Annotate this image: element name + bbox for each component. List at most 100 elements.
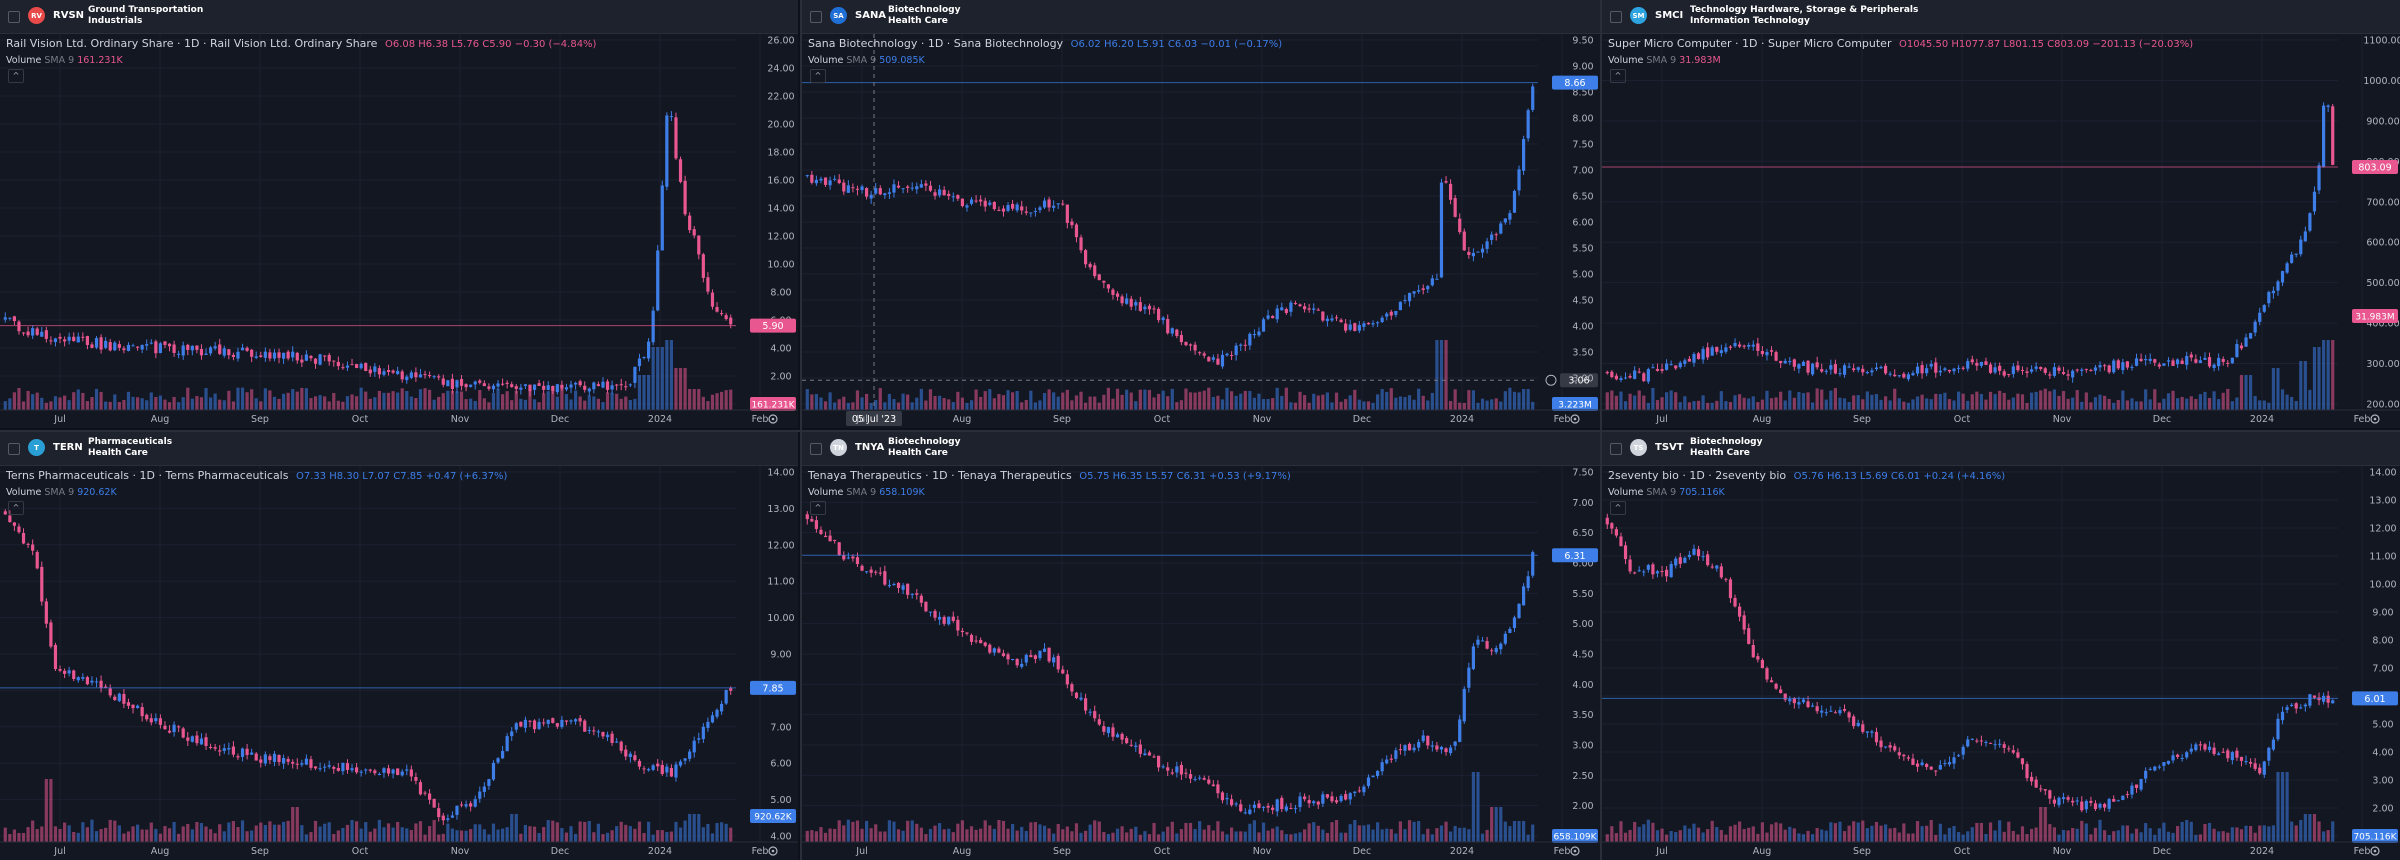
price-tick-label: 14.00 xyxy=(2369,468,2396,479)
chart-title[interactable]: Terns Pharmaceuticals · 1D · Terns Pharm… xyxy=(6,469,289,482)
panel-select-checkbox[interactable] xyxy=(1610,443,1622,455)
candle xyxy=(1216,780,1220,799)
chart-settings-icon[interactable] xyxy=(2370,414,2380,424)
collapse-legend-button[interactable]: ^ xyxy=(1610,501,1626,515)
candle xyxy=(2221,747,2225,754)
volume-bar xyxy=(1339,832,1343,842)
volume-bar xyxy=(1874,821,1879,842)
volume-bar xyxy=(1655,830,1660,842)
candle xyxy=(1637,367,1641,374)
company-logo-icon: TN xyxy=(830,439,847,456)
candle xyxy=(1756,337,1760,357)
volume-bar xyxy=(418,821,423,842)
time-axis[interactable]: Jul Aug Sep Oct Nov Dec 2024 Feb xyxy=(802,841,1600,857)
volume-bar xyxy=(2317,821,2321,842)
volume-bar xyxy=(1664,834,1669,842)
volume-label[interactable]: Volume xyxy=(1608,55,1644,66)
volume-label[interactable]: Volume xyxy=(808,55,844,66)
price-axis[interactable]: 7.507.006.506.005.505.004.504.003.503.00… xyxy=(1572,468,1593,843)
candle xyxy=(437,374,441,381)
price-chart[interactable]: 05 Jul '233.069.509.008.508.007.507.006.… xyxy=(802,0,1600,428)
volume-bar xyxy=(2093,397,2098,410)
time-axis[interactable]: Jul Aug Sep Oct Nov Dec 2024 Feb xyxy=(0,409,798,425)
volume-bar xyxy=(250,389,254,410)
chart-settings-icon[interactable] xyxy=(768,846,778,856)
volume-label[interactable]: Volume xyxy=(6,55,42,66)
collapse-legend-button[interactable]: ^ xyxy=(810,69,826,83)
candle xyxy=(2217,751,2221,756)
ticker-symbol[interactable]: SMCI xyxy=(1655,10,1684,21)
price-axis[interactable]: 1100.001000.00900.00800.00700.00600.0050… xyxy=(2363,36,2400,411)
candle xyxy=(222,743,226,755)
price-axis[interactable]: 26.0024.0022.0020.0018.0016.0014.0012.00… xyxy=(767,36,794,411)
candle xyxy=(1724,577,1728,583)
price-chart[interactable]: 14.0013.0012.0011.0010.009.008.007.006.0… xyxy=(1602,432,2400,860)
chart-settings-icon[interactable] xyxy=(1570,414,1580,424)
time-axis[interactable]: Jul Aug Sep Oct Nov Dec 2024 Feb xyxy=(802,409,1600,425)
chart-settings-icon[interactable] xyxy=(2370,846,2380,856)
time-axis[interactable]: Jul Aug Sep Oct Nov Dec 2024 Feb xyxy=(1602,409,2400,425)
chart-panel-rvsn[interactable]: 26.00 24.00 22.00 20.00 18.00 16.00 14.00 12.00… xyxy=(0,0,798,428)
volume-bar xyxy=(810,394,814,410)
collapse-legend-button[interactable]: ^ xyxy=(810,501,826,515)
candle xyxy=(706,717,710,732)
chart-panel-sana[interactable]: 05 Jul '23 3.06 9.50 9.00 8.50 8.00 7.50 7.00 6.… xyxy=(802,0,1600,428)
price-tick-label: 20.00 xyxy=(767,120,794,131)
price-axis[interactable]: 14.0013.0012.0011.0010.009.008.007.006.0… xyxy=(767,468,794,843)
candle xyxy=(469,384,473,388)
panel-divider[interactable] xyxy=(0,430,2400,432)
chart-settings-icon[interactable] xyxy=(768,414,778,424)
chart-settings-icon[interactable] xyxy=(1570,846,1580,856)
collapse-legend-button[interactable]: ^ xyxy=(8,69,24,83)
panel-select-checkbox[interactable] xyxy=(810,443,822,455)
volume-label[interactable]: Volume xyxy=(808,487,844,498)
panel-select-checkbox[interactable] xyxy=(8,443,20,455)
candle xyxy=(1421,730,1425,744)
time-tick-label: Nov xyxy=(2053,414,2072,425)
volume-bar xyxy=(2034,827,2038,842)
panel-select-checkbox[interactable] xyxy=(1610,11,1622,23)
candle xyxy=(1170,327,1174,337)
volume-bar xyxy=(1623,832,1628,842)
panel-select-checkbox[interactable] xyxy=(810,11,822,23)
ticker-symbol[interactable]: SANA xyxy=(855,10,887,21)
chart-title[interactable]: 2seventy bio · 1D · 2seventy bio xyxy=(1608,469,1787,482)
chart-panel-tern[interactable]: 14.0013.0012.0011.0010.009.008.007.006.0… xyxy=(0,432,798,860)
price-chart[interactable]: 7.507.006.506.005.505.004.504.003.503.00… xyxy=(802,432,1600,860)
chart-panel-tnya[interactable]: 7.50 7.00 6.50 6.00 5.50 5.00 4.50 4.00 3.50 3.00… xyxy=(802,432,1600,860)
chart-title[interactable]: Sana Biotechnology · 1D · Sana Biotechno… xyxy=(808,37,1064,50)
price-chart[interactable]: 1100.001000.00900.00800.00700.00600.0050… xyxy=(1602,0,2400,428)
price-chart[interactable]: 26.0024.0022.0020.0018.0016.0014.0012.00… xyxy=(0,0,798,428)
volume-bar xyxy=(1321,829,1325,842)
svg-text:705.116K: 705.116K xyxy=(2353,833,2397,843)
ticker-symbol[interactable]: RVSN xyxy=(53,10,85,21)
time-axis[interactable]: Jul Aug Sep Oct Nov Dec 2024 Feb xyxy=(0,841,798,857)
candle xyxy=(1275,304,1279,323)
chart-panel-tsvt[interactable]: 14.0013.0012.0011.0010.009.008.007.006.0… xyxy=(1602,432,2400,860)
volume-bar xyxy=(1129,828,1133,842)
candle xyxy=(1202,775,1206,781)
price-chart[interactable]: 14.0013.0012.0011.0010.009.008.007.006.0… xyxy=(0,432,798,860)
chart-title[interactable]: Tenaya Therapeutics · 1D · Tenaya Therap… xyxy=(808,469,1072,482)
volume-label[interactable]: Volume xyxy=(6,487,42,498)
chart-title[interactable]: Super Micro Computer · 1D · Super Micro … xyxy=(1608,37,1892,50)
chart-panel-smci[interactable]: 1100.001000.00900.00800.00700.00600.0050… xyxy=(1602,0,2400,428)
time-axis[interactable]: Jul Aug Sep Oct Nov Dec 2024 Feb xyxy=(1602,841,2400,857)
ticker-symbol[interactable]: TNYA xyxy=(855,442,885,453)
price-axis[interactable]: 9.509.008.508.007.507.006.506.005.505.00… xyxy=(1572,36,1593,411)
chart-title[interactable]: Rail Vision Ltd. Ordinary Share · 1D · R… xyxy=(6,37,378,50)
candle xyxy=(368,768,372,773)
candle xyxy=(1239,799,1243,813)
candle xyxy=(400,369,404,383)
ticker-symbol[interactable]: TSVT xyxy=(1655,442,1684,453)
collapse-legend-button[interactable]: ^ xyxy=(8,501,24,515)
candle xyxy=(2034,776,2038,788)
volume-bar xyxy=(409,396,413,410)
volume-label[interactable]: Volume xyxy=(1608,487,1644,498)
volume-bar xyxy=(610,830,614,842)
ticker-symbol[interactable]: TERN xyxy=(53,442,83,453)
price-axis[interactable]: 14.0013.0012.0011.0010.009.008.007.006.0… xyxy=(2369,468,2396,843)
panel-select-checkbox[interactable] xyxy=(8,11,20,23)
collapse-legend-button[interactable]: ^ xyxy=(1610,69,1626,83)
volume-bar xyxy=(487,402,491,410)
